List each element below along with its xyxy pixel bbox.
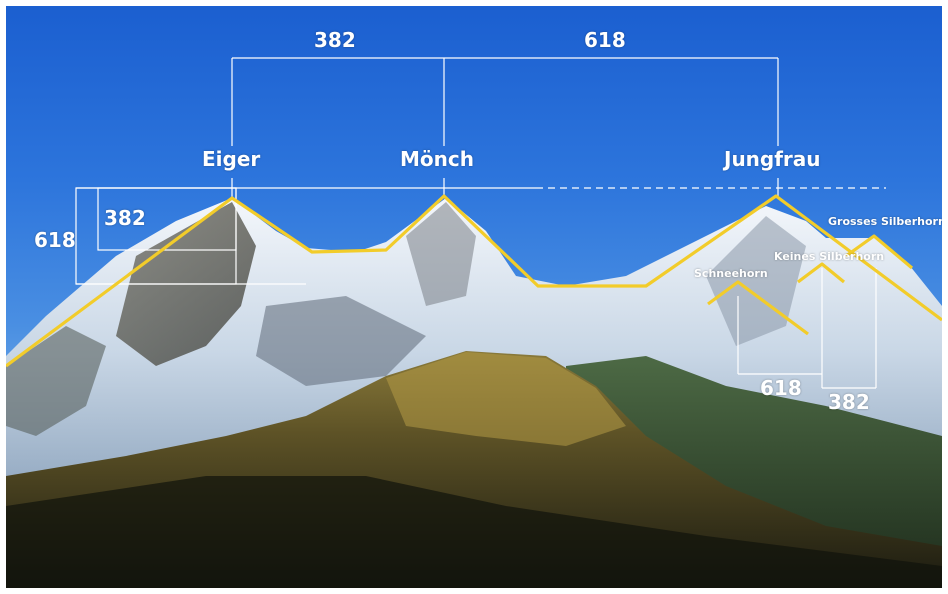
- ratio-top-right: 618: [584, 28, 626, 52]
- peak-label-keines-silberhorn: Keines Silberhorn: [774, 250, 885, 263]
- photo-frame: 382 618 Eiger Mönch Jungfrau 618 382 Gro…: [6, 6, 942, 588]
- ridge-outline: [6, 194, 942, 368]
- ratio-bottom-right: 382: [828, 390, 870, 414]
- keines-silberhorn-outline: [797, 262, 846, 284]
- rock-band: [256, 296, 426, 386]
- ratio-bottom-left: 618: [760, 376, 802, 400]
- peak-label-jungfrau: Jungfrau: [724, 147, 821, 171]
- mountain-scene: [6, 57, 942, 588]
- rock-face-moench: [406, 202, 476, 306]
- rock-face-left: [6, 326, 106, 436]
- peak-label-grosses-silberhorn: Grosses Silberhorn: [828, 215, 942, 228]
- grosses-silberhorn-outline: [845, 234, 914, 270]
- ratio-top-left: 382: [314, 28, 356, 52]
- foreground-sunlit-face: [386, 352, 626, 446]
- peak-label-schneehorn: Schneehorn: [694, 267, 768, 280]
- ratio-side-outer: 618: [34, 228, 76, 252]
- schneehorn-outline: [707, 280, 809, 336]
- ratio-side-inner: 382: [104, 206, 146, 230]
- foreground-shadow: [6, 476, 942, 588]
- inner-side-box: [97, 187, 237, 251]
- peak-label-moench: Mönch: [400, 147, 474, 171]
- peak-label-eiger: Eiger: [202, 147, 261, 171]
